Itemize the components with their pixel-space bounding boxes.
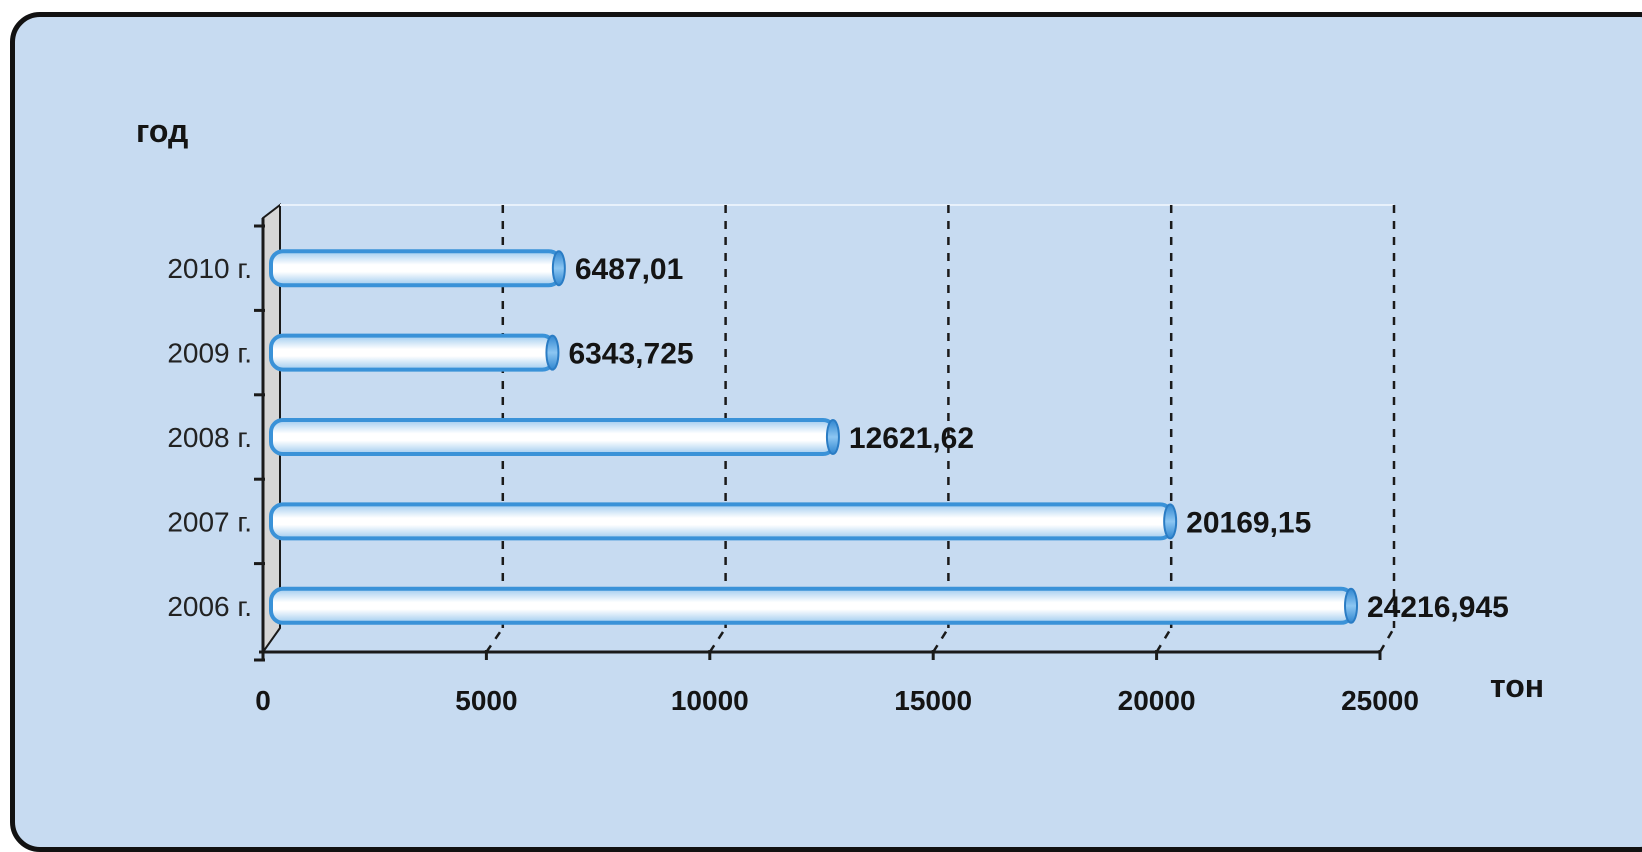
x-tick-label: 20000: [1118, 685, 1196, 716]
category-label: 2008 г.: [167, 422, 252, 453]
grid-depth-line: [1378, 627, 1396, 653]
category-label: 2006 г.: [167, 591, 252, 622]
bar-end-cap: [1344, 587, 1359, 624]
data-label: 6487,01: [575, 253, 683, 286]
grid-lines: [280, 204, 1396, 653]
grid-depth-line: [708, 627, 727, 653]
axes: [254, 218, 1382, 662]
x-axis-title: тон: [1490, 668, 1544, 704]
bar: [269, 333, 557, 372]
grid-depth-line: [485, 627, 504, 653]
category-labels: 2010 г. 2009 г. 2008 г. 2007 г. 2006 г.: [167, 253, 252, 622]
bar-end-cap: [1163, 503, 1178, 540]
data-label: 12621,62: [849, 422, 974, 455]
data-label: 20169,15: [1186, 506, 1311, 539]
category-label: 2007 г.: [167, 506, 252, 537]
bar: [269, 249, 563, 288]
x-tick-labels: 0 5000 10000 15000 20000 25000: [255, 685, 1419, 716]
bar: [269, 586, 1356, 625]
bar-end-cap: [551, 250, 566, 287]
bar: [269, 418, 837, 456]
bars: [269, 249, 1359, 625]
x-tick-label: 0: [255, 685, 271, 716]
grid-depth-line: [932, 627, 950, 653]
x-tick-label: 5000: [455, 685, 517, 716]
data-label: 24216,945: [1367, 591, 1509, 624]
x-tick-label: 15000: [894, 685, 972, 716]
category-label: 2010 г.: [167, 253, 252, 284]
bar-end-cap: [545, 334, 560, 371]
data-label: 6343,725: [568, 338, 693, 371]
x-tick-label: 25000: [1341, 685, 1419, 716]
bar-end-cap: [825, 419, 840, 455]
category-label: 2009 г.: [167, 338, 252, 369]
x-tick-label: 10000: [671, 685, 749, 716]
data-labels: 6487,01 6343,725 12621,62 20169,15 24216,945: [568, 253, 1508, 624]
y-axis-title: год: [136, 113, 188, 149]
grid-depth-line: [1155, 627, 1173, 653]
bar: [269, 502, 1175, 541]
